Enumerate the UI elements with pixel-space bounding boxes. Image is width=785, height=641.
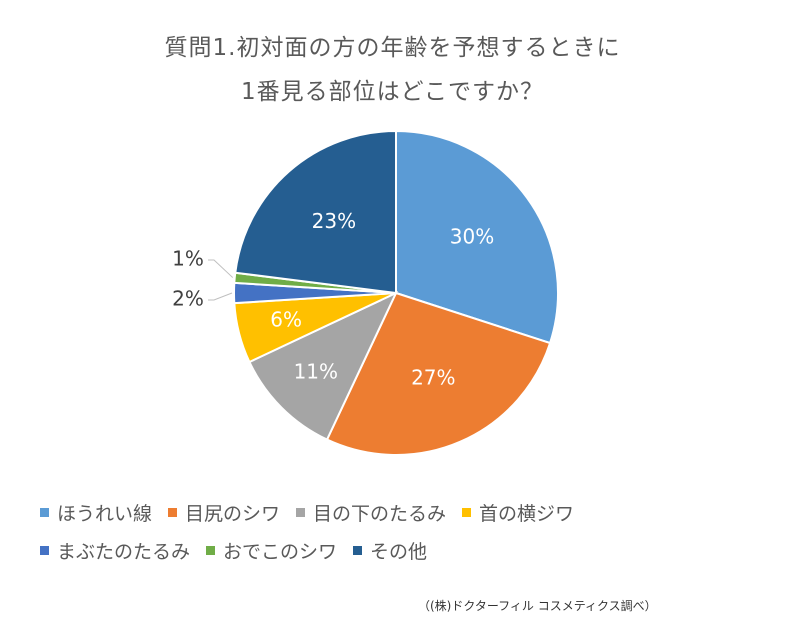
legend-swatch-2	[168, 507, 178, 517]
legend-label-1: ほうれい線	[57, 502, 153, 525]
pie-slice-1	[395, 129, 559, 345]
legend-entry-2: 目尻のシワ	[168, 499, 280, 526]
pie-slice-2	[325, 291, 552, 456]
data-label-5: 2%	[172, 287, 204, 311]
legend-label-3: 目の下のたるみ	[313, 502, 447, 525]
data-label-6: 1%	[172, 247, 204, 271]
leader-line-5	[208, 292, 233, 301]
source-note: （(株)ドクターフィル コスメティクス調べ）	[418, 599, 657, 613]
legend-label-5: まぶたのたるみ	[57, 540, 191, 563]
legend-swatch-3	[296, 507, 306, 517]
data-label-4: 6%	[270, 308, 302, 332]
legend-entry-3: 目の下のたるみ	[296, 499, 446, 526]
data-label-1: 30%	[450, 224, 494, 248]
legend-entry-5: まぶたのたるみ	[40, 537, 190, 564]
legend-entry-1: ほうれい線	[40, 499, 152, 526]
pie-slice-7	[234, 129, 397, 295]
legend-swatch-1	[40, 507, 49, 517]
chart-title-line-2: 1番見る部位はどこですか？	[241, 79, 544, 105]
pie-slice-3	[248, 290, 399, 441]
legend-label-7: その他	[370, 540, 428, 563]
data-label-2: 27%	[411, 366, 455, 390]
legend-swatch-7	[353, 545, 363, 555]
legend-entry-4: 首の横ジワ	[462, 499, 574, 526]
legend-label-6: おでこのシワ	[223, 540, 338, 563]
leader-line-6	[208, 259, 234, 278]
data-label-7: 23%	[312, 209, 356, 233]
legend-swatch-5	[40, 545, 49, 555]
legend-swatch-4	[462, 507, 472, 517]
legend-entry-6: おでこのシワ	[206, 537, 337, 564]
legend-entry-7: その他	[353, 537, 427, 564]
legend-swatch-6	[206, 545, 216, 555]
chart-title-line-1: 質問1.初対面の方の年齢を予想するときに	[164, 35, 621, 61]
legend-label-4: 首の横ジワ	[479, 502, 575, 525]
legend-row-2: まぶたのたるみ おでこのシワ その他	[40, 535, 443, 565]
legend-label-2: 目尻のシワ	[185, 502, 281, 525]
data-label-3: 11%	[294, 360, 338, 384]
legend-row-1: ほうれい線 目尻のシワ 目の下のたるみ 首の横ジワ	[40, 497, 590, 527]
